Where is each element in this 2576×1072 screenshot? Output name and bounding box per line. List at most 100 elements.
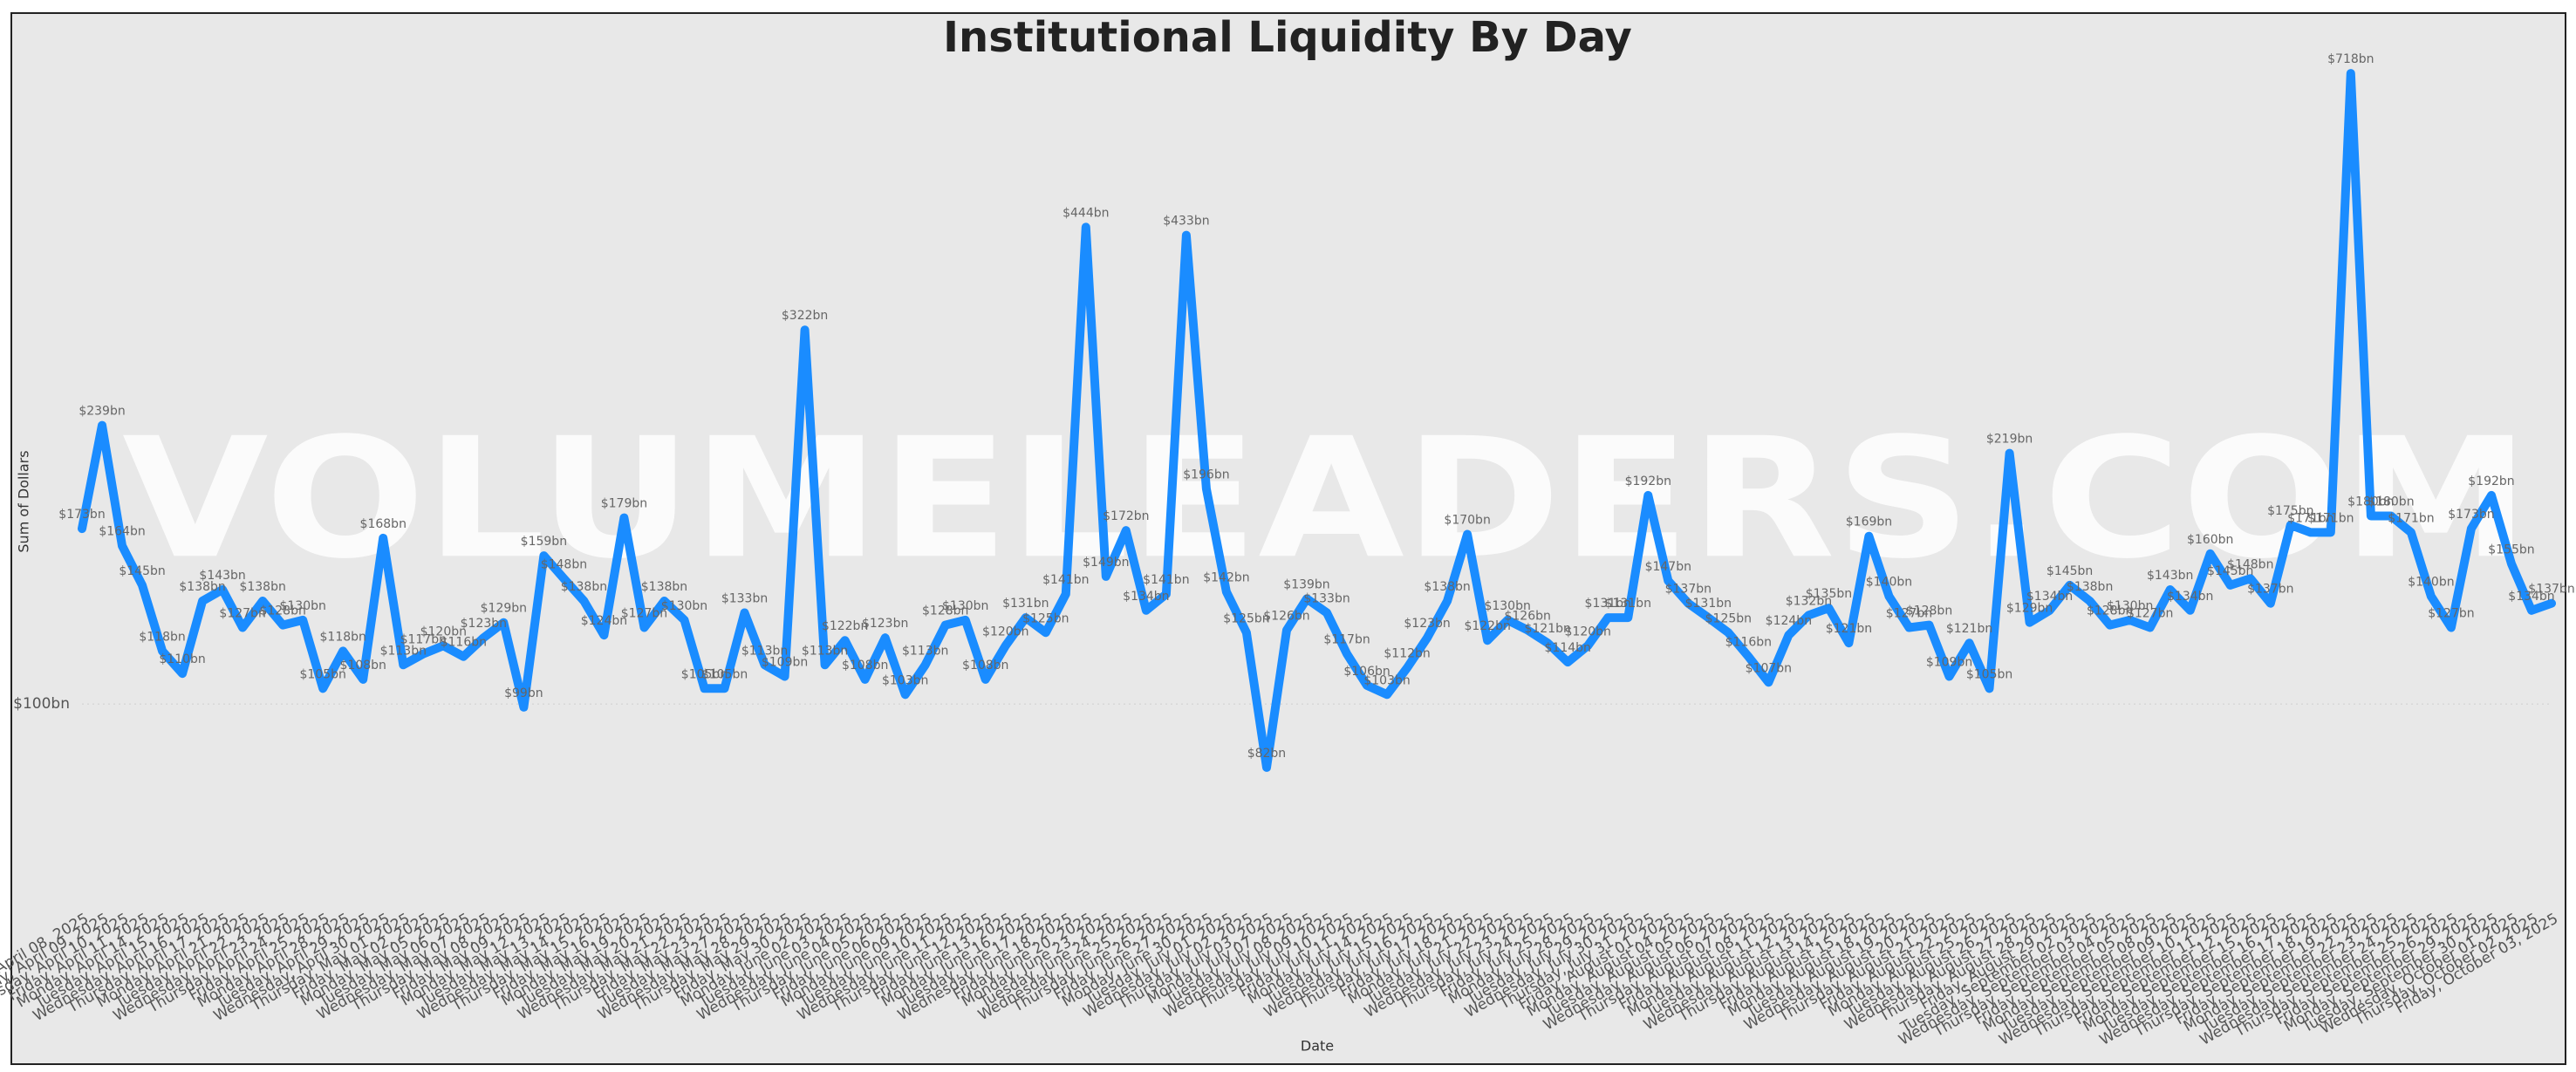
data-label: $155bn [2488, 543, 2534, 556]
data-label: $105bn [1966, 667, 2012, 681]
data-label: $138bn [239, 580, 285, 594]
data-label: $175bn [2267, 504, 2313, 518]
data-label: $127bn [2127, 606, 2173, 620]
data-label: $129bn [2006, 602, 2053, 616]
data-label: $137bn [2528, 583, 2574, 597]
data-label: $149bn [1083, 556, 1129, 570]
data-label: $173bn [58, 508, 105, 522]
data-label: $148bn [2227, 557, 2273, 571]
data-label: $131bn [1685, 597, 1732, 611]
data-label: $141bn [1143, 573, 1189, 587]
data-label: $145bn [2046, 564, 2093, 578]
data-label: $322bn [782, 309, 828, 323]
data-label: $192bn [1625, 475, 1671, 488]
data-label: $124bn [581, 614, 627, 628]
data-label: $433bn [1163, 215, 1209, 229]
data-label: $113bn [380, 644, 427, 658]
data-label: $82bn [1247, 747, 1286, 761]
data-label: $170bn [1444, 514, 1490, 528]
data-label: $164bn [99, 525, 145, 539]
data-label: $120bn [982, 625, 1028, 638]
data-label: $120bn [420, 625, 467, 638]
data-label: $99bn [504, 686, 543, 700]
data-label: $113bn [902, 644, 948, 658]
data-label: $130bn [1484, 599, 1530, 613]
data-label: $145bn [2207, 564, 2253, 578]
data-label: $107bn [1746, 661, 1792, 675]
data-label: $126bn [1504, 609, 1550, 623]
data-label: $179bn [601, 497, 647, 511]
data-label: $147bn [1645, 560, 1691, 574]
data-label: $125bn [1022, 611, 1069, 625]
data-label: $180bn [2347, 495, 2394, 509]
data-label: $122bn [822, 619, 868, 633]
data-label: $137bn [1665, 583, 1712, 597]
data-label: $143bn [2147, 569, 2193, 583]
data-label: $172bn [1103, 509, 1149, 523]
data-label: $117bn [1323, 633, 1370, 647]
data-label: $105bn [681, 667, 728, 681]
data-label: $130bn [942, 599, 988, 613]
data-label: $123bn [1404, 617, 1450, 631]
data-label: $131bn [1605, 597, 1651, 611]
data-label: $127bn [2428, 606, 2474, 620]
data-label: $109bn [1926, 656, 1972, 670]
data-label: $140bn [2408, 576, 2454, 590]
data-label: $123bn [461, 617, 507, 631]
data-label: $130bn [2107, 599, 2153, 613]
data-label: $168bn [360, 517, 407, 531]
data-label: $134bn [2167, 590, 2213, 604]
data-label: $173bn [2448, 508, 2494, 522]
data-label: $138bn [179, 580, 225, 594]
data-label: $113bn [802, 644, 848, 658]
data-label: $125bn [1223, 611, 1269, 625]
data-label: $134bn [2026, 590, 2073, 604]
data-label: $135bn [1806, 587, 1852, 601]
data-label: $127bn [219, 606, 265, 620]
data-label: $138bn [641, 580, 687, 594]
data-label: $125bn [1705, 611, 1752, 625]
data-label: $132bn [1786, 594, 1832, 608]
chart-frame [10, 12, 2566, 1065]
data-label: $114bn [1545, 641, 1591, 655]
data-label: $121bn [1524, 622, 1570, 636]
data-label: $110bn [159, 652, 205, 666]
data-label: $106bn [1343, 665, 1390, 679]
y-tick-label: $100bn [13, 695, 70, 713]
data-label: $148bn [541, 557, 587, 571]
data-label: $169bn [1846, 516, 1892, 529]
data-label: $239bn [79, 405, 125, 419]
data-label: $116bn [1725, 636, 1772, 650]
data-label: $116bn [441, 636, 487, 650]
data-label: $127bn [621, 606, 667, 620]
data-label: $128bn [1906, 604, 1952, 618]
chart-title: Institutional Liquidity By Day [943, 13, 1632, 62]
data-line [78, 69, 2556, 772]
data-label: $137bn [2247, 583, 2293, 597]
data-label: $145bn [119, 564, 165, 578]
data-label: $118bn [320, 630, 366, 644]
data-label: $180bn [2368, 495, 2414, 509]
data-label: $130bn [279, 599, 325, 613]
data-label: $105bn [701, 667, 748, 681]
data-label: $109bn [762, 656, 808, 670]
data-label: $121bn [1946, 622, 1992, 636]
data-label: $160bn [2187, 533, 2233, 547]
data-label: $196bn [1183, 468, 1229, 481]
data-label: $108bn [842, 659, 888, 673]
data-label: $128bn [922, 604, 968, 618]
data-label: $142bn [1203, 571, 1249, 585]
data-label: $103bn [882, 673, 928, 687]
x-axis-label: Date [1301, 1038, 1334, 1055]
data-label: $123bn [862, 617, 908, 631]
data-label: $108bn [962, 659, 1008, 673]
data-label: $192bn [2468, 475, 2514, 488]
watermark: VOLUMELEADERS.COM [122, 402, 2530, 595]
data-label: $108bn [340, 659, 386, 673]
data-label: $171bn [2307, 511, 2354, 525]
data-label: $139bn [1283, 577, 1329, 591]
data-label: $171bn [2287, 511, 2333, 525]
data-label: $133bn [1303, 592, 1349, 606]
data-label: $138bn [2067, 580, 2113, 594]
data-label: $133bn [721, 592, 768, 606]
